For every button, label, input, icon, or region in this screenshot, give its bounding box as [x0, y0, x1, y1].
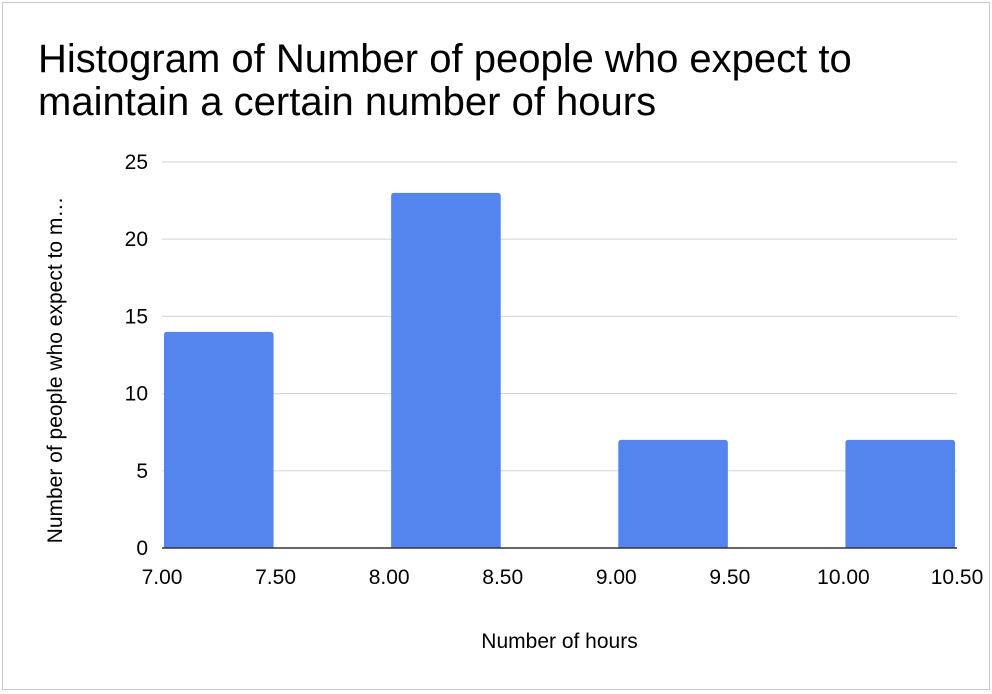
x-tick-label: 7.50: [255, 566, 296, 589]
x-tick-label: 8.50: [482, 566, 523, 589]
x-tick-label: 8.00: [369, 566, 410, 589]
x-tick-label: 10.50: [931, 566, 984, 589]
gridlines: [162, 161, 957, 472]
y-tick-label: 0: [136, 537, 148, 560]
x-tick-label: 10.00: [817, 566, 870, 589]
x-tick-label: 9.50: [709, 566, 750, 589]
y-tick-label: 5: [136, 460, 148, 483]
histogram-bar: [391, 192, 501, 548]
y-tick-label: 20: [125, 228, 148, 251]
histogram-bar: [164, 331, 274, 548]
chart-title: Histogram of Number of people who expect…: [38, 37, 852, 124]
y-axis-title: Number of people who expect to m…: [44, 197, 67, 544]
histogram-bar: [845, 439, 955, 548]
histogram-bar: [618, 439, 728, 548]
x-axis-title: Number of hours: [481, 630, 637, 653]
y-tick-labels: 0 5 10 15 20 25: [125, 151, 148, 560]
x-tick-labels: 7.00 7.50 8.00 8.50 9.00 9.50 10.00 10.50: [142, 566, 984, 589]
y-tick-label: 10: [125, 383, 148, 406]
x-tick-label: 9.00: [596, 566, 637, 589]
y-tick-label: 25: [125, 151, 148, 174]
y-tick-label: 15: [125, 305, 148, 328]
x-tick-label: 7.00: [142, 566, 183, 589]
bars: [164, 192, 955, 548]
